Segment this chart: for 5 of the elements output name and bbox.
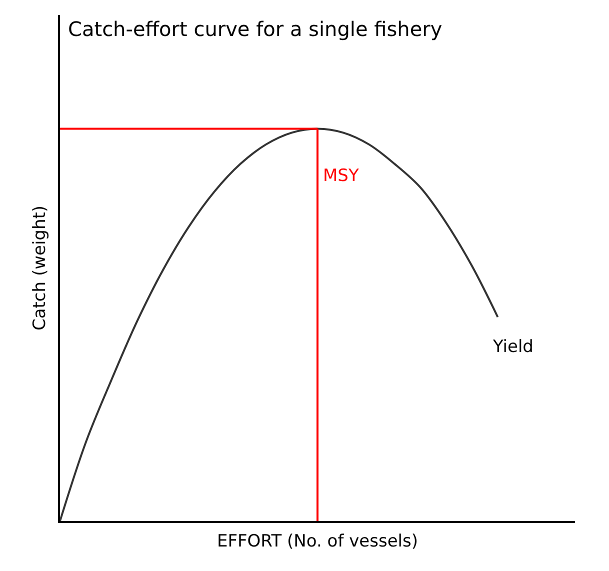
chart-title: Catch-effort curve for a single fishery <box>68 17 442 41</box>
series-label: Yield <box>492 337 534 357</box>
x-axis-title: EFFORT (No. of vessels) <box>217 531 418 552</box>
y-axis-title: Catch (weight) <box>30 205 50 331</box>
annotation: MSY <box>323 166 360 186</box>
